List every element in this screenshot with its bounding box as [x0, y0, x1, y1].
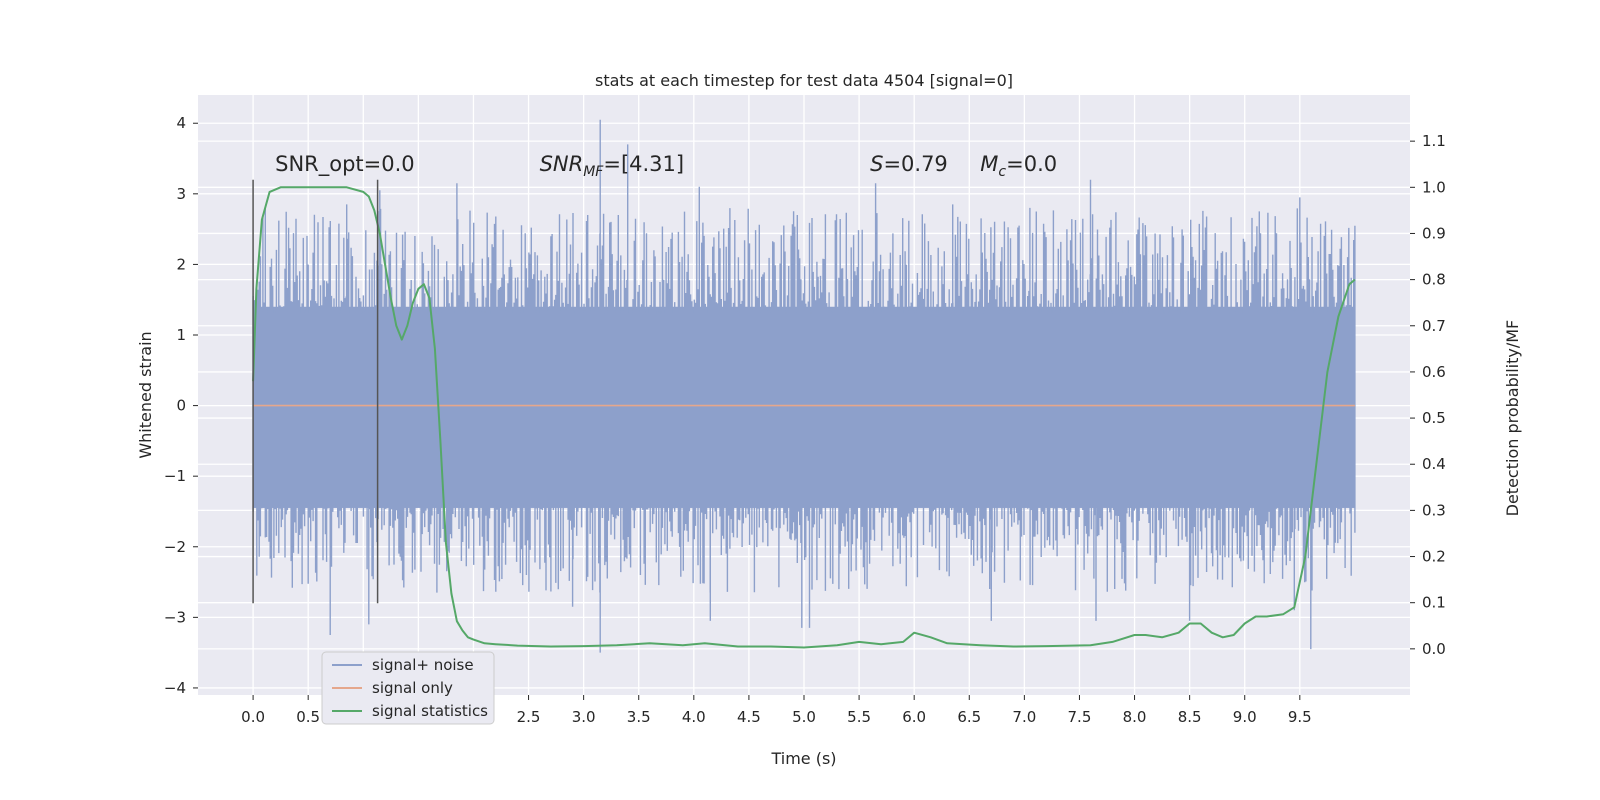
y-right-tick-label: 0.9 — [1422, 224, 1446, 242]
y-tick-label: −1 — [164, 467, 186, 485]
x-tick-label: 6.0 — [902, 708, 926, 726]
chart-title: stats at each timestep for test data 450… — [595, 71, 1013, 90]
y-tick-label: −4 — [164, 679, 186, 697]
x-tick-label: 0.5 — [296, 708, 320, 726]
line-series — [252, 186, 1356, 649]
x-tick-label: 9.5 — [1288, 708, 1312, 726]
legend-label: signal only — [372, 679, 453, 697]
axes: 0.00.51.01.52.02.53.03.54.04.55.05.56.06… — [164, 114, 1446, 726]
y-tick-label: −3 — [164, 608, 186, 626]
y-right-tick-label: 0.2 — [1422, 548, 1446, 566]
legend-label: signal statistics — [372, 702, 488, 720]
legend: signal+ noise signal only signal statistic… — [321, 651, 495, 725]
x-tick-label: 0.0 — [241, 708, 265, 726]
y-tick-label: −2 — [164, 538, 186, 556]
stat-annotation: S=0.79 — [870, 152, 948, 176]
vertical-markers — [252, 179, 379, 604]
y-right-tick-label: 0.6 — [1422, 363, 1446, 381]
x-tick-label: 2.5 — [517, 708, 541, 726]
annotations: SNR_opt=0.0 SNRMF=[4.31] S=0.79 Mc=0.0 — [275, 152, 1057, 180]
signal-statistics-line — [252, 186, 1356, 649]
noise-series — [252, 119, 1356, 653]
x-tick-label: 3.0 — [572, 708, 596, 726]
y-right-tick-label: 0.7 — [1422, 317, 1446, 335]
x-tick-label: 4.5 — [737, 708, 761, 726]
legend-label: signal+ noise — [372, 656, 474, 674]
y-right-tick-label: 0.3 — [1422, 501, 1446, 519]
y-axis-label: Whitened strain — [136, 331, 155, 458]
y-right-tick-label: 0.4 — [1422, 455, 1446, 473]
x-tick-label: 7.5 — [1068, 708, 1092, 726]
x-tick-label: 5.5 — [847, 708, 871, 726]
stat-annotation: Mc=0.0 — [980, 152, 1057, 180]
y-right-tick-label: 1.1 — [1422, 132, 1446, 150]
x-tick-label: 4.0 — [682, 708, 706, 726]
x-tick-label: 8.0 — [1123, 708, 1147, 726]
y-axis-right-label: Detection probability/MF — [1503, 320, 1522, 517]
y-tick-label: 4 — [176, 114, 186, 132]
y-right-tick-label: 0.0 — [1422, 640, 1446, 658]
x-tick-label: 7.0 — [1012, 708, 1036, 726]
y-tick-label: 2 — [176, 255, 186, 273]
y-right-tick-label: 0.1 — [1422, 594, 1446, 612]
y-tick-label: 1 — [176, 326, 186, 344]
y-tick-label: 0 — [176, 397, 186, 415]
y-right-tick-label: 0.5 — [1422, 409, 1446, 427]
x-tick-label: 6.5 — [957, 708, 981, 726]
x-tick-label: 5.0 — [792, 708, 816, 726]
legend-box — [321, 651, 495, 725]
y-right-tick-label: 0.8 — [1422, 271, 1446, 289]
x-tick-label: 3.5 — [627, 708, 651, 726]
y-tick-label: 3 — [176, 185, 186, 203]
stat-annotation: SNR_opt=0.0 — [275, 152, 415, 177]
stat-annotation: SNRMF=[4.31] — [540, 152, 685, 180]
y-right-tick-label: 1.0 — [1422, 178, 1446, 196]
x-tick-label: 9.0 — [1233, 708, 1257, 726]
x-axis-label: Time (s) — [770, 749, 836, 768]
x-tick-label: 8.5 — [1178, 708, 1202, 726]
